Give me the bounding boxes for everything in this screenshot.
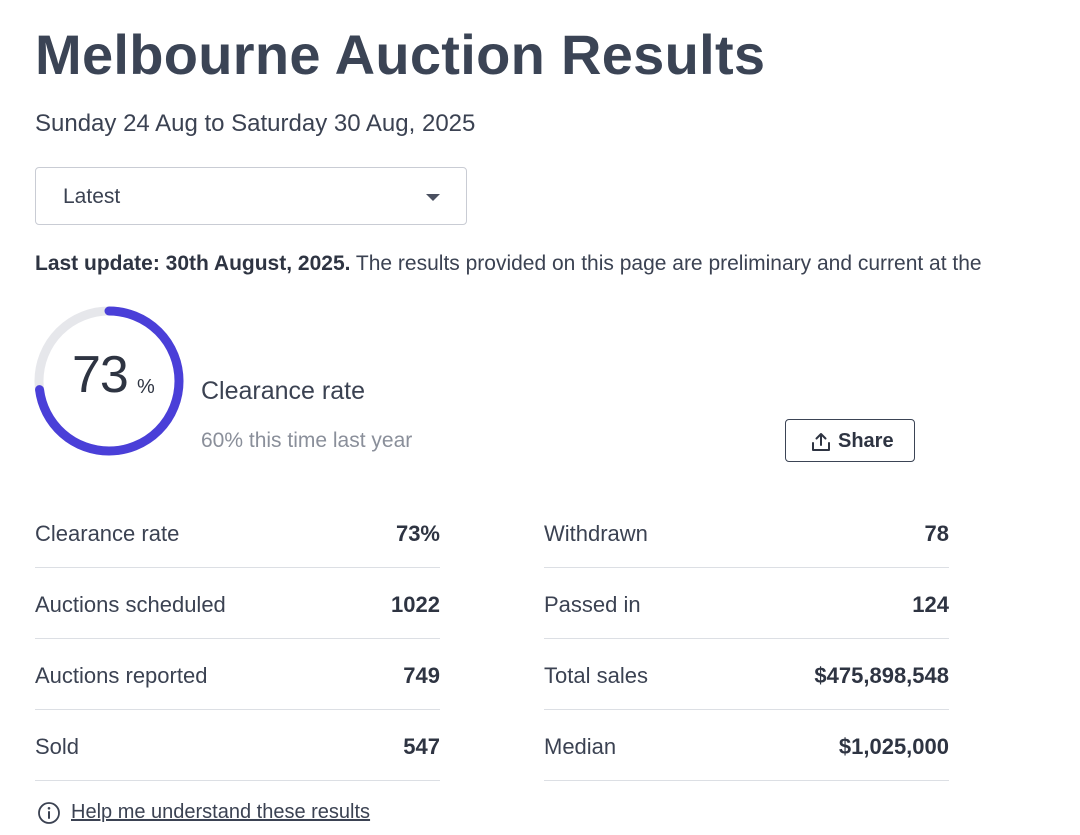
period-select[interactable]: Latest	[35, 167, 467, 225]
stat-row-total-sales: Total sales $475,898,548	[544, 639, 949, 710]
share-upload-icon	[812, 433, 830, 451]
last-update-notice: Last update: 30th August, 2025. The resu…	[35, 252, 1080, 276]
period-select-value: Latest	[63, 185, 121, 208]
stat-value: 73%	[395, 521, 440, 546]
clearance-rate-value: 73	[72, 346, 129, 404]
stat-row-sold: Sold 547	[35, 710, 440, 781]
stat-label: Auctions scheduled	[35, 592, 226, 617]
stats-table-left: Clearance rate 73% Auctions scheduled 10…	[35, 497, 440, 781]
stat-row-median: Median $1,025,000	[544, 710, 949, 781]
stat-row-clearance-rate: Clearance rate 73%	[35, 497, 440, 568]
stat-value: $1,025,000	[838, 734, 949, 759]
page-title: Melbourne Auction Results	[35, 23, 766, 86]
last-update-label: Last update: 30th August, 2025.	[35, 252, 351, 275]
stat-value: 124	[912, 592, 949, 617]
share-button-label: Share	[838, 430, 894, 452]
stat-label: Withdrawn	[544, 521, 648, 546]
share-button[interactable]: Share	[785, 419, 915, 462]
stat-label: Auctions reported	[35, 663, 208, 688]
stat-value: 78	[924, 521, 949, 546]
stat-label: Passed in	[544, 592, 641, 617]
stat-value: $475,898,548	[814, 663, 949, 688]
gauge-fill	[34, 306, 184, 456]
stat-label: Total sales	[544, 663, 648, 688]
info-icon	[38, 802, 60, 824]
stat-value: 749	[403, 663, 440, 688]
stat-value: 1022	[391, 592, 440, 617]
last-update-text: The results provided on this page are pr…	[350, 252, 982, 275]
chevron-down-icon	[426, 194, 440, 201]
stat-row-auctions-reported: Auctions reported 749	[35, 639, 440, 710]
stat-label: Median	[544, 734, 617, 759]
stat-row-auctions-scheduled: Auctions scheduled 1022	[35, 568, 440, 639]
stat-label: Sold	[35, 734, 80, 759]
stat-row-withdrawn: Withdrawn 78	[544, 497, 949, 568]
clearance-rate-label: Clearance rate	[201, 377, 365, 405]
date-range: Sunday 24 Aug to Saturday 30 Aug, 2025	[35, 110, 476, 137]
clearance-rate-comparison: 60% this time last year	[201, 429, 413, 452]
clearance-rate-gauge	[34, 306, 184, 456]
clearance-rate-unit: %	[137, 376, 155, 398]
stat-row-passed-in: Passed in 124	[544, 568, 949, 639]
stat-value: 547	[403, 734, 440, 759]
stat-label: Clearance rate	[35, 521, 180, 546]
stats-table-right: Withdrawn 78 Passed in 124 Total sales $…	[544, 497, 949, 781]
help-link[interactable]: Help me understand these results	[71, 801, 371, 823]
